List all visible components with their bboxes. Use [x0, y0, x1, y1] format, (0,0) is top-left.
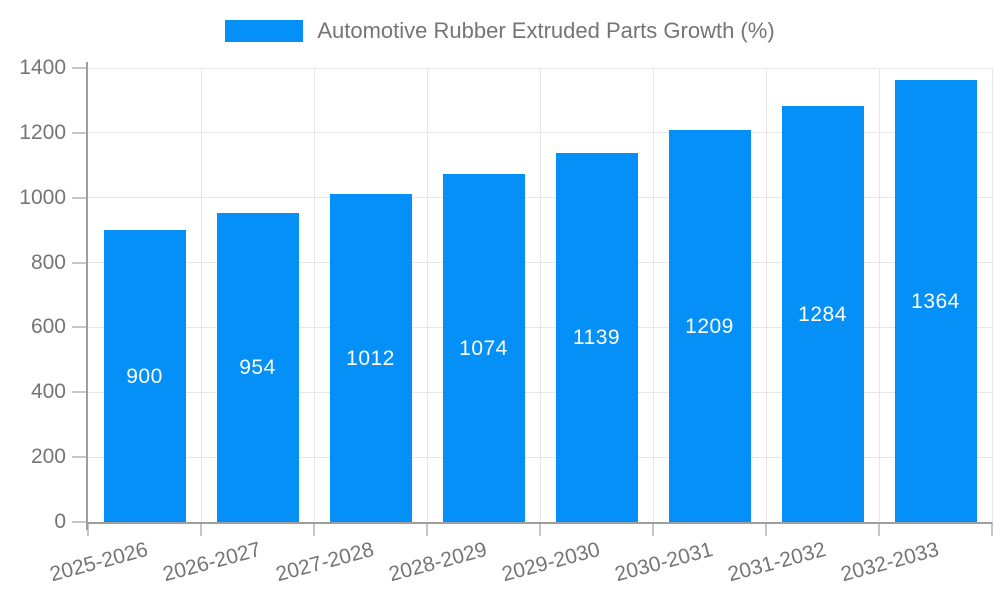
x-axis-line: [86, 522, 992, 524]
x-axis-tick: [539, 522, 541, 536]
y-axis-tick: [72, 131, 86, 134]
x-axis-tick: [765, 522, 767, 536]
gridline-vertical: [878, 68, 880, 522]
x-axis-tick: [87, 522, 89, 536]
gridline-vertical: [652, 68, 654, 522]
y-axis-tick-label: 1000: [19, 185, 66, 209]
y-axis-tick-label: 600: [30, 315, 66, 339]
y-axis-tick-label: 1400: [19, 56, 66, 79]
y-axis-tick: [72, 196, 86, 199]
bar-value-label: 1364: [911, 289, 960, 313]
x-axis-category-label: 2026-2027: [160, 538, 264, 587]
bar-value-label: 1074: [459, 336, 508, 360]
bar-value-label: 1209: [685, 314, 734, 338]
y-axis-tick: [72, 326, 86, 329]
x-axis-category-label: 2025-2026: [47, 538, 151, 587]
legend-swatch-icon: [225, 20, 304, 42]
gridline-vertical: [426, 68, 428, 522]
y-axis-tick: [72, 391, 86, 394]
x-axis-category-label: 2028-2029: [386, 538, 490, 587]
x-axis-category-label: 2027-2028: [273, 538, 377, 587]
x-axis-tick: [200, 522, 202, 536]
x-axis-tick: [878, 522, 880, 536]
plot-area: 0 200 400 600 800 1000 1200 1400 900 954 1012 1074 1…: [19, 57, 993, 586]
chart-legend[interactable]: Automotive Rubber Extruded Parts Growth …: [0, 18, 1000, 44]
bar-value-label: 1012: [346, 346, 395, 370]
bar-2032-2033[interactable]: 1364: [894, 79, 977, 522]
x-axis-tick: [313, 522, 315, 536]
bar-value-label: 1284: [798, 302, 847, 326]
x-axis-tick: [991, 522, 993, 536]
gridline-vertical: [200, 68, 202, 522]
y-axis-tick-label: 400: [30, 380, 66, 404]
y-axis-tick: [72, 67, 86, 69]
bar-value-label: 1139: [572, 326, 621, 350]
gridline-vertical: [765, 68, 767, 522]
bar-2029-2030[interactable]: 1139: [555, 152, 638, 522]
x-axis-category-label: 2029-2030: [499, 538, 603, 587]
x-axis-category-label: 2031-2032: [725, 538, 829, 587]
x-axis-category-label: 2030-2031: [612, 538, 716, 587]
legend-label: Automotive Rubber Extruded Parts Growth …: [317, 18, 775, 43]
gridline-vertical: [991, 68, 993, 522]
y-axis-tick: [72, 456, 86, 459]
gridline-vertical: [539, 68, 541, 522]
y-axis-tick: [72, 521, 86, 523]
y-axis-tick: [72, 261, 86, 264]
bar-2028-2029[interactable]: 1074: [442, 173, 525, 522]
y-axis-tick-label: 1200: [19, 120, 66, 144]
gridline-vertical: [313, 68, 315, 522]
y-axis-line: [86, 62, 88, 530]
bar-2025-2026[interactable]: 900: [103, 230, 186, 522]
y-axis-tick-label: 200: [30, 445, 66, 469]
x-axis-tick: [652, 522, 654, 536]
bar-2031-2032[interactable]: 1284: [781, 105, 864, 522]
bar-value-label: 954: [239, 356, 276, 380]
bar-2026-2027[interactable]: 954: [216, 212, 299, 522]
y-axis-tick-label: 0: [54, 510, 66, 533]
bar-value-label: 900: [126, 365, 163, 389]
y-axis-tick-label: 800: [30, 250, 66, 274]
x-axis-tick: [426, 522, 428, 536]
bar-2030-2031[interactable]: 1209: [668, 129, 751, 522]
x-axis-category-label: 2032-2033: [838, 538, 942, 587]
bar-2027-2028[interactable]: 1012: [329, 193, 412, 522]
